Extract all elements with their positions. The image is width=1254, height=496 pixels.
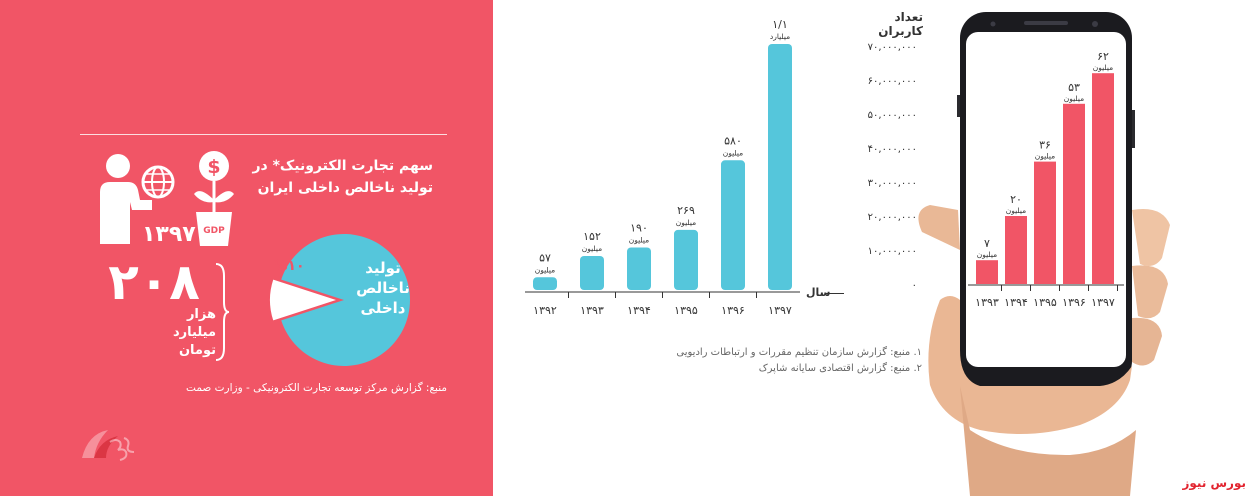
users-bar-unit-label: میلیون	[1064, 94, 1084, 103]
users-x-tick-label: ۱۳۹۶	[1062, 296, 1086, 309]
bar-value-label: ۵۸۰	[724, 134, 742, 147]
users-bar	[976, 260, 998, 284]
users-x-tick-label: ۱۳۹۳	[975, 296, 999, 309]
transactions-bar	[627, 247, 651, 290]
transactions-bar	[768, 44, 792, 290]
bar-value-label: ۲۶۹	[677, 204, 695, 217]
users-bar-value-label: ۶۲	[1097, 50, 1109, 63]
x-tick-label: ۱۳۹۳	[580, 304, 604, 317]
users-bar-unit-label: میلیون	[1035, 152, 1055, 161]
bar-unit-label: میلیون	[676, 218, 696, 227]
hand-palm	[928, 296, 1132, 434]
pie-slice-ecommerce	[270, 279, 336, 321]
unit-line2: میلیارد	[172, 325, 216, 340]
ecommerce-value: ۲۰۸	[108, 253, 200, 311]
panel-divider	[80, 134, 447, 135]
brace-icon	[215, 263, 230, 361]
users-bar-unit-label: میلیون	[1093, 63, 1113, 72]
bar-unit-label: میلیون	[535, 265, 555, 274]
users-y-axis: ۰ ۱۰,۰۰۰,۰۰۰ ۲۰,۰۰۰,۰۰۰ ۳۰,۰۰۰,۰۰۰ ۴۰,۰۰۰,۰۰…	[868, 42, 917, 291]
users-bar-value-label: ۳۶	[1039, 139, 1051, 152]
users-bar	[1005, 216, 1027, 284]
year-label: ۱۳۹۷	[142, 222, 196, 247]
gdp-label: GDP	[203, 226, 225, 236]
transactions-bar-chart: ۵۷ میلیون ۱۳۹۲ ۱۵۲ میلیون ۱۳۹۳ ۱۹۰ میلیون ۱۳۹۴ ۲۶…	[525, 8, 800, 333]
gdp-pie-chart	[270, 233, 410, 366]
x-tick-label: ۱۳۹۲	[533, 304, 557, 317]
users-bar	[1092, 73, 1114, 284]
y-tick-label: ۲۰,۰۰۰,۰۰۰	[868, 212, 917, 223]
transactions-bar	[580, 256, 604, 290]
users-bar-value-label: ۵۳	[1068, 81, 1080, 94]
chart-notes: ۱. منبع: گزارش سازمان تنظیم مقررات و ارت…	[660, 345, 922, 377]
users-bar	[1063, 103, 1085, 284]
ecommerce-unit: هزار میلیارد تومان	[98, 306, 216, 360]
person-globe-icon	[100, 154, 175, 244]
users-bar-value-label: ۷	[984, 237, 990, 250]
phone-illustration: ۷ میلیون ۱۳۹۳ ۲۰ میلیون ۱۳۹۴ ۳۶ میلیون ۱۳۹۵ ۵۳ میل…	[900, 0, 1254, 496]
x-tick-label: ۱۳۹۵	[674, 304, 698, 317]
ecommerce-share-panel: سهم تجارت الکترونیک* در تولید ناخالص داخ…	[0, 0, 493, 496]
y-tick-label: ۱۰,۰۰۰,۰۰۰	[868, 246, 917, 257]
panel-title-line1: سهم تجارت الکترونیک* در	[252, 158, 433, 174]
y-tick-label: ۵۰,۰۰۰,۰۰۰	[868, 110, 917, 121]
bar-unit-label: میلیون	[629, 236, 649, 245]
pie-percent-label: %۱۰	[273, 258, 305, 274]
bar-value-label: ۱۹۰	[630, 222, 648, 235]
users-x-tick-label: ۱۳۹۷	[1091, 296, 1115, 309]
x-tick-label: ۱۳۹۶	[721, 304, 745, 317]
bar-value-label: ۵۷	[539, 251, 551, 264]
x-tick-label: ۱۳۹۴	[627, 304, 651, 317]
y-tick-label: ۶۰,۰۰۰,۰۰۰	[868, 76, 917, 87]
pie-slice-gdp	[281, 233, 410, 366]
hand-thumb	[918, 205, 960, 250]
bar-unit-label: میلیارد	[770, 32, 790, 41]
brand-watermark: بورس نیوز	[1182, 476, 1246, 490]
users-x-tick-label: ۱۳۹۴	[1004, 296, 1028, 309]
note-1: ۱. منبع: گزارش سازمان تنظیم مقررات و ارت…	[676, 347, 922, 358]
phone-hand-svg: ۷میلیون۱۳۹۳۲۰میلیون۱۳۹۴۳۶میلیون۱۳۹۵۵۳میل…	[918, 12, 1170, 496]
x-axis-title-line	[826, 293, 844, 294]
x-tick-label: ۱۳۹۷	[768, 304, 792, 317]
unit-line1: هزار	[186, 307, 216, 322]
bar-value-label: ۱/۱	[772, 18, 788, 31]
transactions-bar	[533, 277, 557, 290]
x-axis-title: سال	[806, 286, 831, 299]
bar-value-label: ۱۵۲	[583, 230, 601, 243]
transactions-bar-chart-svg: ۵۷میلیون۱۳۹۲۱۵۲میلیون۱۳۹۳۱۹۰میلیون۱۳۹۴۲۶…	[525, 18, 800, 317]
users-axis-title: تعداد کاربران	[878, 10, 923, 38]
y-tick-label: ۴۰,۰۰۰,۰۰۰	[868, 144, 917, 155]
users-bar	[1034, 161, 1056, 284]
transactions-bar	[721, 160, 745, 290]
users-bar-value-label: ۲۰	[1010, 193, 1022, 206]
finger-2	[1132, 265, 1168, 319]
panel-source: منبع: گزارش مرکز توسعه تجارت الکترونیکی …	[186, 382, 447, 394]
finger-1	[1132, 209, 1170, 266]
wrist	[960, 386, 1136, 496]
panel-title: سهم تجارت الکترونیک* در تولید ناخالص داخ…	[173, 155, 433, 199]
gdp-plant-icon: $ GDP	[194, 151, 234, 246]
pie-label-line3: داخلی	[360, 299, 406, 317]
y-tick-label: ۳۰,۰۰۰,۰۰۰	[868, 178, 917, 189]
y-tick-label: ۷۰,۰۰۰,۰۰۰	[868, 42, 917, 53]
users-x-tick-label: ۱۳۹۵	[1033, 296, 1057, 309]
note-2: ۲. منبع: گزارش اقتصادی سایانه شاپرک	[758, 363, 922, 374]
bourse-news-logo-icon	[82, 430, 135, 461]
bar-unit-label: میلیون	[723, 148, 743, 157]
users-bar-unit-label: میلیون	[977, 250, 997, 259]
finger-3	[1132, 317, 1162, 366]
pie-label-line1: تولید	[365, 259, 401, 277]
bar-unit-label: میلیون	[582, 244, 602, 253]
users-bar-chart: ۷میلیون۱۳۹۳۲۰میلیون۱۳۹۴۳۶میلیون۱۳۹۵۵۳میل…	[968, 50, 1124, 309]
y-tick-label: ۰	[912, 280, 917, 291]
transactions-bar	[674, 229, 698, 290]
dollar-symbol: $	[207, 156, 220, 178]
unit-line3: تومان	[178, 343, 216, 358]
pie-slice-label: تولید ناخالص داخلی	[338, 258, 428, 318]
users-bar-unit-label: میلیون	[1006, 206, 1026, 215]
pie-label-line2: ناخالص	[356, 279, 410, 297]
panel-title-line2: تولید ناخالص داخلی ایران	[257, 180, 433, 196]
